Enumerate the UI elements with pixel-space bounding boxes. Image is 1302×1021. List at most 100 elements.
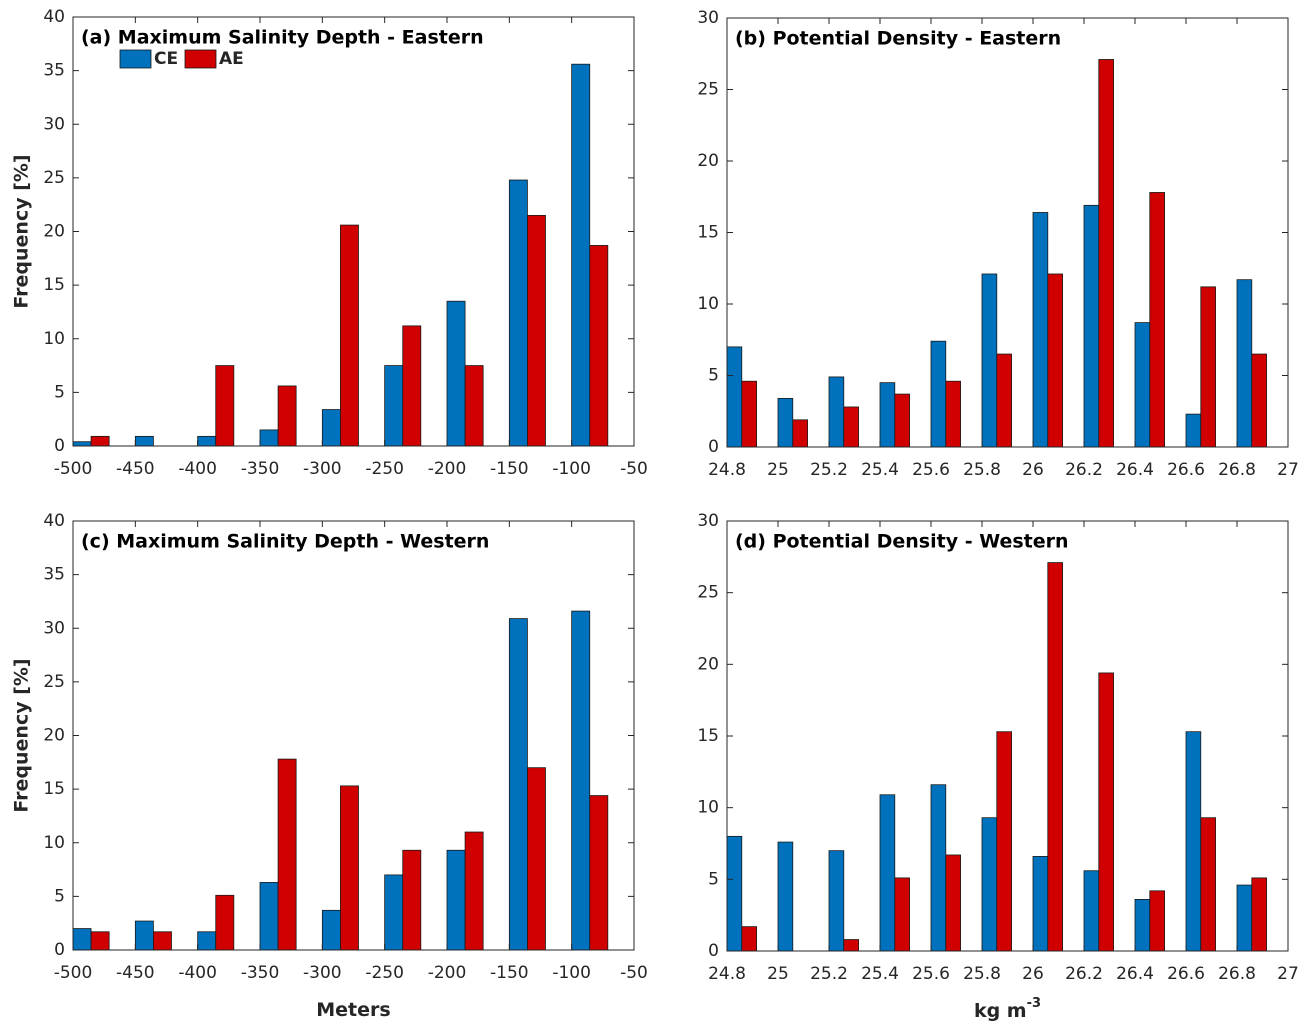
y-tick-label: 10 <box>43 329 65 349</box>
x-tick-label: 25 <box>767 964 789 984</box>
bar <box>197 931 217 951</box>
y-tick-label: 15 <box>43 779 65 799</box>
bar <box>777 841 794 952</box>
bar <box>527 215 546 447</box>
y-tick-label: 15 <box>697 223 719 243</box>
bar <box>589 795 609 951</box>
x-tick-label: -200 <box>428 963 467 983</box>
chart-title: (a) Maximum Salinity Depth - Eastern <box>81 27 484 49</box>
x-tick-label: -250 <box>365 963 404 983</box>
bar <box>741 380 757 448</box>
bar <box>384 874 404 951</box>
x-tick-label: 26.6 <box>1167 964 1205 984</box>
y-tick-label: 25 <box>697 80 719 100</box>
y-tick-label: 40 <box>43 511 65 531</box>
bar <box>1047 273 1063 448</box>
bar <box>90 435 110 447</box>
x-tick-label: 26.2 <box>1065 460 1103 480</box>
x-tick-label: -100 <box>552 963 591 983</box>
x-tick-label: -150 <box>490 963 529 983</box>
bar <box>384 365 404 447</box>
x-tick-label: -450 <box>116 459 155 479</box>
bar <box>277 385 297 447</box>
chart-title: (b) Potential Density - Eastern <box>735 28 1061 50</box>
x-tick-label: -100 <box>552 459 591 479</box>
bar <box>321 909 341 951</box>
bar <box>1032 212 1049 448</box>
panel: 0 5 10 15 20 25 30 35 40 -500 -450 -400 -350 -300 -250… <box>11 511 648 1021</box>
x-tick-label: -300 <box>303 459 342 479</box>
bar <box>1236 279 1253 448</box>
bar <box>843 406 859 448</box>
bar <box>930 784 947 952</box>
bar <box>134 435 154 447</box>
bar <box>340 224 359 447</box>
y-axis-label: Frequency [%] <box>11 154 33 308</box>
x-tick-label: 24.8 <box>708 460 746 480</box>
bar <box>277 758 297 951</box>
x-tick-label: 26.4 <box>1116 460 1154 480</box>
chart-title: (c) Maximum Salinity Depth - Western <box>81 531 489 553</box>
x-tick-label: 25.4 <box>861 460 899 480</box>
bar <box>340 785 359 951</box>
bar <box>879 794 896 952</box>
panel: 0 5 10 15 20 25 30 24.8 25 25.2 25.4 25.6 25.8 26 26.2… <box>697 8 1298 480</box>
x-tick-label: 26.8 <box>1218 460 1256 480</box>
bar <box>894 877 910 952</box>
x-tick-label: -400 <box>178 963 217 983</box>
y-tick-label: 40 <box>43 7 65 27</box>
bar <box>981 817 998 952</box>
bar <box>527 767 546 951</box>
x-tick-label: -300 <box>303 963 342 983</box>
y-tick-label: 5 <box>54 382 65 402</box>
y-tick-label: 25 <box>697 583 719 603</box>
x-tick-label: -450 <box>116 963 155 983</box>
x-tick-label: -50 <box>620 963 648 983</box>
y-tick-label: 30 <box>697 8 719 28</box>
bar <box>1098 59 1114 448</box>
panel: 0 5 10 15 20 25 30 35 40 -500 -450 -400 -350 -300 -250… <box>11 7 648 479</box>
x-tick-label: 26 <box>1022 964 1044 984</box>
bar <box>1134 322 1151 448</box>
y-tick-label: 10 <box>697 798 719 818</box>
x-tick-label: 25.4 <box>861 964 899 984</box>
x-tick-label: 25.8 <box>963 964 1001 984</box>
x-tick-label: -350 <box>241 963 280 983</box>
bar <box>1149 890 1165 952</box>
bar <box>134 920 154 951</box>
bar <box>446 849 466 951</box>
y-tick-label: 30 <box>43 618 65 638</box>
bar <box>1047 562 1063 952</box>
x-tick-label: 25.6 <box>912 460 950 480</box>
y-tick-label: 20 <box>43 726 65 746</box>
x-tick-label: 26.6 <box>1167 460 1205 480</box>
bar <box>1083 870 1100 952</box>
y-tick-label: 0 <box>708 941 719 961</box>
x-axis-label: Meters <box>316 999 390 1021</box>
bar <box>792 419 808 448</box>
y-tick-label: 20 <box>697 151 719 171</box>
x-axis-label-text: kg m <box>974 1000 1027 1021</box>
bar <box>1185 731 1202 952</box>
legend-label: AE <box>219 49 244 69</box>
x-tick-label: 25.2 <box>810 964 848 984</box>
x-tick-label: 27 <box>1277 460 1299 480</box>
panel: 0 5 10 15 20 25 30 24.8 25 25.2 25.4 25.6 25.8 26 26.2… <box>697 511 1298 1021</box>
y-tick-label: 10 <box>697 294 719 314</box>
chart-title: (d) Potential Density - Western <box>735 531 1069 553</box>
x-tick-label: -200 <box>428 459 467 479</box>
y-tick-label: 0 <box>54 436 65 456</box>
legend-label: CE <box>154 49 178 69</box>
bar <box>1236 884 1253 952</box>
x-tick-label: -150 <box>490 459 529 479</box>
bar <box>1251 353 1267 448</box>
bar <box>996 353 1012 448</box>
bar <box>894 393 910 448</box>
bar <box>571 610 591 951</box>
bar <box>259 429 279 447</box>
bar <box>259 882 279 951</box>
x-axis-label-superscript: -3 <box>1027 996 1041 1011</box>
bar <box>981 273 998 448</box>
y-tick-label: 25 <box>43 672 65 692</box>
bar <box>1134 899 1151 952</box>
